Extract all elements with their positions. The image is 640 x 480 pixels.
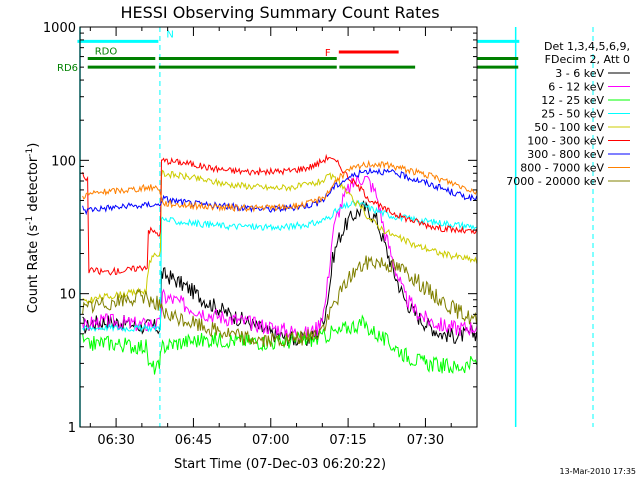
y-tick-label-2: 100: [51, 154, 76, 169]
x-axis: 06:30 06:45 07:00 07:15 07:30: [89, 27, 478, 448]
legend-label-4: 50 - 100 keV: [534, 121, 604, 134]
legend-label-2: 12 - 25 keV: [541, 94, 604, 107]
flag-bars: N F RDO RD6: [57, 29, 520, 74]
plot-frame: [79, 26, 478, 428]
x-tick-label-1: 06:45: [175, 433, 212, 448]
y-label-end: ): [26, 143, 41, 148]
x-axis-label: Start Time (07-Dec-03 06:20:22): [174, 457, 386, 472]
legend-header-1: Det 1,3,4,5,6,9,: [544, 40, 630, 53]
y-label-sup-2: -1: [25, 148, 35, 157]
y-label-sup-1: -1: [25, 216, 35, 225]
series-line-8: [82, 255, 477, 347]
legend: Det 1,3,4,5,6,9, FDecim 2, Att 0 3 - 6 k…: [506, 40, 630, 188]
night-lines: [79, 27, 594, 427]
flag-label-3: RD6: [57, 63, 78, 74]
y-label-mid: detector: [26, 156, 41, 216]
chart-title: HESSI Observing Summary Count Rates: [120, 3, 439, 22]
y-axis: 1 10 100 1000: [43, 21, 477, 436]
series-line-5: [82, 153, 477, 276]
series-line-0: [82, 200, 477, 346]
series-line-3: [82, 199, 477, 333]
x-tick-label-4: 07:30: [407, 433, 444, 448]
series-line-7: [82, 159, 477, 213]
legend-label-1: 6 - 12 keV: [548, 81, 604, 94]
series-layer: [82, 153, 477, 375]
series-line-1: [82, 175, 477, 341]
timestamp: 13-Mar-2010 17:35: [560, 467, 637, 476]
legend-label-3: 25 - 50 keV: [541, 108, 604, 121]
y-tick-label-3: 1000: [43, 21, 76, 36]
x-tick-label-0: 06:30: [97, 433, 134, 448]
legend-label-8: 7000 - 20000 keV: [506, 175, 604, 188]
y-axis-label: Count Rate (s-1 detector-1): [25, 143, 41, 314]
x-tick-label-2: 07:00: [252, 433, 289, 448]
legend-header-2: FDecim 2, Att 0: [545, 53, 630, 66]
legend-label-6: 300 - 800 keV: [527, 148, 604, 161]
y-tick-label-0: 1: [68, 421, 76, 436]
y-label-main: Count Rate (s: [26, 225, 41, 314]
series-line-2: [82, 314, 477, 375]
y-tick-label-1: 10: [59, 288, 76, 303]
flag-label-2: RDO: [95, 47, 118, 58]
flag-label-1: F: [325, 48, 331, 59]
legend-label-7: 800 - 7000 keV: [520, 162, 604, 175]
legend-label-5: 100 - 300 keV: [527, 135, 604, 148]
x-tick-label-3: 07:15: [329, 433, 366, 448]
flag-label-0: N: [166, 29, 173, 40]
series-line-6: [82, 166, 477, 216]
legend-label-0: 3 - 6 keV: [555, 67, 604, 80]
